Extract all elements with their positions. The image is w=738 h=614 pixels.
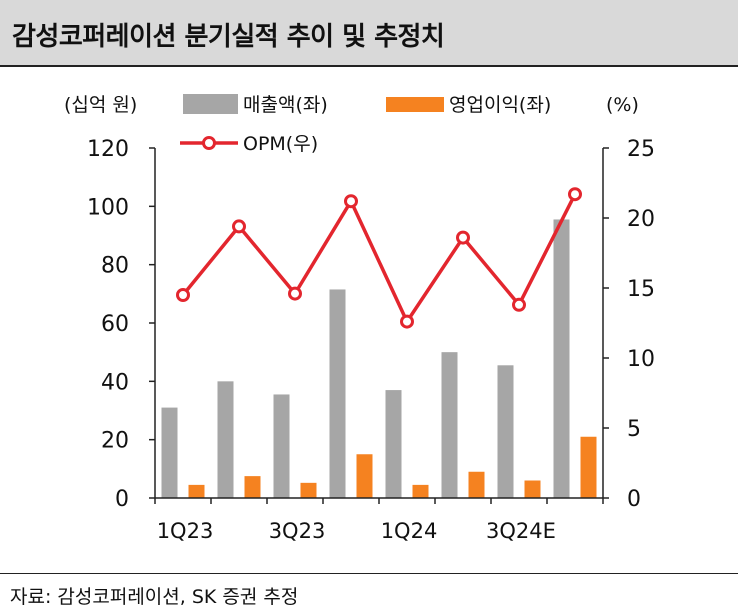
x-axis-tick-label: 1Q23	[157, 519, 214, 543]
revenue-bar	[273, 394, 290, 498]
operating-profit-bar	[468, 471, 485, 498]
right-axis-unit: (%)	[606, 94, 639, 116]
operating-profit-bar	[524, 480, 541, 498]
revenue-bar	[553, 219, 570, 499]
left-axis-tick-label: 120	[87, 137, 129, 162]
revenue-bar	[385, 390, 402, 498]
opm-point	[176, 288, 190, 302]
source-note: 자료: 감성코퍼레이션, SK 증권 추정	[10, 586, 299, 608]
opm-point	[232, 219, 246, 234]
right-axis-tick-label: 15	[627, 277, 655, 302]
left-axis-tick-label: 80	[101, 254, 129, 279]
footer-divider	[0, 573, 738, 574]
title-bar: 감성코퍼레이션 분기실적 추이 및 추정치	[0, 0, 738, 67]
revenue-bar	[161, 407, 178, 498]
legend-label-revenue: 매출액(좌)	[243, 94, 328, 116]
opm-line	[181, 193, 577, 324]
right-axis-tick-label: 0	[627, 487, 641, 512]
left-axis-tick-label: 20	[101, 429, 129, 454]
chart: 0 20 40 60 80 100 120 0 5 10 15 20 25 1Q23 3Q23 1Q24 3Q2…	[64, 94, 655, 543]
operating-profit-bar	[300, 482, 317, 498]
operating-profit-bar	[356, 454, 373, 498]
revenue-bar	[497, 365, 514, 498]
legend-label-operating-profit: 영업이익(좌)	[449, 94, 551, 116]
x-axis-tick-label: 3Q24E	[486, 519, 556, 543]
page-title: 감성코퍼레이션 분기실적 추이 및 추정치	[12, 22, 445, 52]
legend-swatch-opm-marker	[202, 136, 216, 150]
left-axis-tick-label: 100	[87, 195, 129, 220]
right-axis-tick-label: 25	[627, 137, 655, 162]
right-axis-tick-label: 10	[627, 347, 655, 372]
left-axis-tick-label: 40	[101, 370, 129, 395]
revenue-bar	[217, 381, 234, 498]
operating-profit-bar	[580, 436, 597, 498]
opm-point	[400, 314, 414, 329]
legend-swatch-operating-profit	[386, 97, 444, 112]
operating-profit-bar	[412, 484, 429, 498]
left-axis-tick-label: 0	[115, 487, 129, 512]
x-axis-tick-label: 1Q24	[381, 519, 438, 543]
legend-label-opm: OPM(우)	[243, 133, 318, 155]
operating-profit-bar	[244, 476, 261, 498]
right-axis-tick-label: 5	[627, 417, 641, 442]
x-axis-tick-label: 3Q23	[269, 519, 326, 543]
opm-point	[512, 297, 526, 312]
operating-profit-bar	[188, 484, 205, 498]
opm-point	[456, 230, 470, 245]
revenue-bar	[329, 289, 346, 498]
legend-swatch-revenue	[183, 94, 238, 114]
left-axis-unit: (십억 원)	[64, 94, 137, 116]
revenue-bar	[441, 352, 458, 498]
opm-point	[288, 286, 302, 301]
opm-point	[568, 187, 582, 202]
opm-point	[344, 194, 358, 209]
left-axis-tick-label: 60	[101, 312, 129, 337]
right-axis-tick-label: 20	[627, 207, 655, 232]
